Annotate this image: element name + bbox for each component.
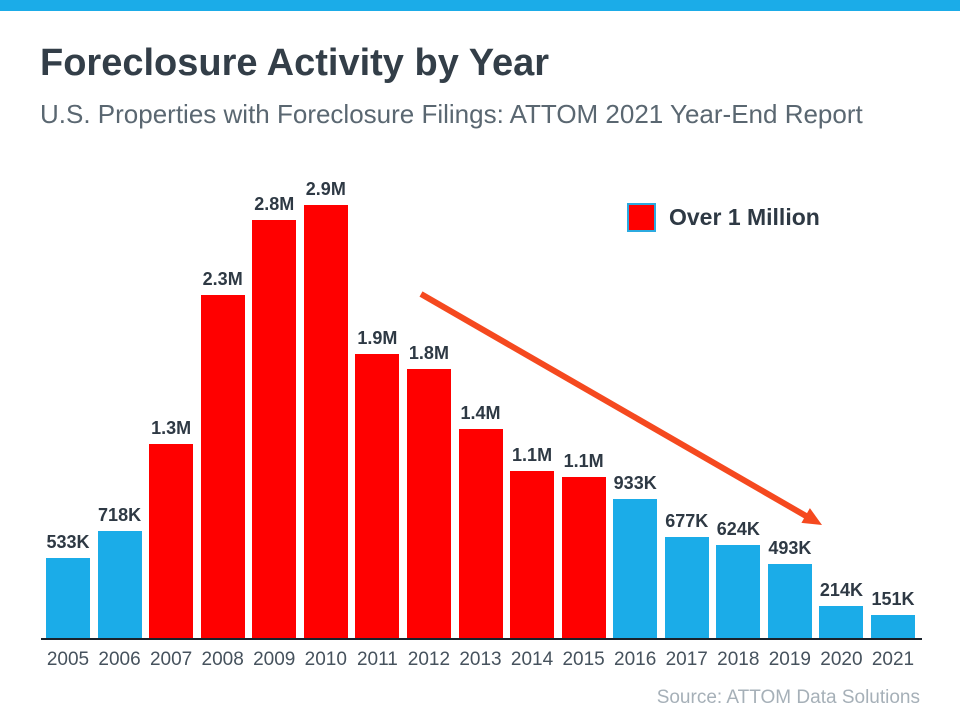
bar-column-2021: 151K — [871, 589, 915, 638]
x-axis-label: 2010 — [304, 649, 347, 670]
x-axis-label: 2007 — [149, 649, 193, 670]
bar — [819, 606, 864, 638]
x-axis-label: 2017 — [665, 649, 708, 670]
bar-column-2016: 933K — [613, 473, 658, 638]
source-credit: Source: ATTOM Data Solutions — [656, 687, 920, 708]
bar-value-label: 677K — [665, 511, 709, 531]
bar-column-2018: 624K — [716, 519, 761, 638]
x-axis-label: 2009 — [253, 649, 296, 670]
bar-value-label: 1.3M — [151, 418, 192, 438]
x-axis-label: 2018 — [717, 649, 760, 670]
bar-value-label: 533K — [46, 532, 90, 552]
bar-column-2007: 1.3M — [149, 418, 194, 638]
bar — [613, 499, 658, 638]
bar-value-label: 214K — [819, 580, 863, 600]
bar — [716, 545, 761, 638]
bar-column-2014: 1.1M — [510, 445, 555, 638]
bar-column-2010: 2.9M — [303, 179, 348, 638]
bar-column-2017: 677K — [664, 511, 709, 638]
x-axis-labels: 2005 2006 2007 2008 2009 2010 2011 2012 2013 2014… — [46, 649, 915, 671]
x-axis-label: 2019 — [768, 649, 812, 670]
page-subtitle: U.S. Properties with Foreclosure Filings… — [40, 99, 863, 129]
bar-value-label: 1.1M — [563, 451, 604, 471]
bar — [149, 444, 194, 638]
bar-column-2012: 1.8M — [406, 343, 451, 638]
bar-value-label: 493K — [768, 538, 812, 558]
bar — [767, 564, 812, 638]
bar-value-label: 718K — [98, 505, 142, 525]
legend: Over 1 Million — [627, 203, 820, 232]
bar — [303, 205, 348, 638]
bar-value-label: 2.8M — [254, 194, 295, 214]
bar-value-label: 151K — [871, 589, 915, 609]
bar — [406, 369, 451, 638]
bar-value-label: 1.9M — [357, 328, 398, 348]
bar-value-label: 624K — [716, 519, 760, 539]
bar-column-2006: 718K — [97, 505, 142, 638]
bar — [200, 295, 245, 638]
bar — [871, 615, 915, 638]
bar — [458, 429, 503, 638]
x-axis-label: 2016 — [614, 649, 657, 670]
x-axis-label: 2013 — [459, 649, 502, 670]
bar-column-2011: 1.9M — [355, 328, 400, 638]
bar-value-label: 2.3M — [202, 269, 243, 289]
bar-column-2015: 1.1M — [561, 451, 606, 638]
bar-value-label: 2.9M — [305, 179, 346, 199]
legend-label: Over 1 Million — [669, 204, 820, 230]
bar-value-label: 1.1M — [512, 445, 553, 465]
x-axis-label: 2011 — [356, 649, 398, 670]
bar-column-2013: 1.4M — [458, 403, 503, 638]
bar — [355, 354, 400, 638]
legend-swatch-icon — [627, 203, 656, 232]
bar — [561, 477, 606, 638]
bar-column-2005: 533K — [46, 532, 90, 638]
x-axis-label: 2005 — [46, 649, 90, 670]
bar — [252, 220, 297, 638]
bar-column-2019: 493K — [767, 538, 812, 638]
x-axis-label: 2020 — [820, 649, 863, 670]
bar — [510, 471, 555, 638]
x-axis-label: 2015 — [562, 649, 605, 670]
bar-column-2020: 214K — [819, 580, 864, 638]
top-accent-bar — [0, 0, 960, 11]
x-axis-label: 2012 — [407, 649, 451, 670]
bar-value-label: 933K — [613, 473, 657, 493]
bar-chart: 533K 718K 1.3M 2.3M 2.8M 2.9M 1.9M 1.8M 1.4M 1.1M… — [46, 179, 915, 638]
x-axis-label: 2008 — [201, 649, 244, 670]
bar — [97, 531, 142, 638]
bar-column-2009: 2.8M — [252, 194, 297, 638]
x-axis-line — [41, 638, 922, 640]
x-axis-label: 2014 — [510, 649, 554, 670]
bar — [664, 537, 709, 638]
bar-value-label: 1.4M — [460, 403, 501, 423]
bar — [46, 558, 90, 638]
x-axis-label: 2021 — [871, 649, 915, 670]
page-title: Foreclosure Activity by Year — [40, 42, 550, 84]
x-axis-label: 2006 — [98, 649, 141, 670]
bar-column-2008: 2.3M — [200, 269, 245, 638]
bar-value-label: 1.8M — [408, 343, 449, 363]
